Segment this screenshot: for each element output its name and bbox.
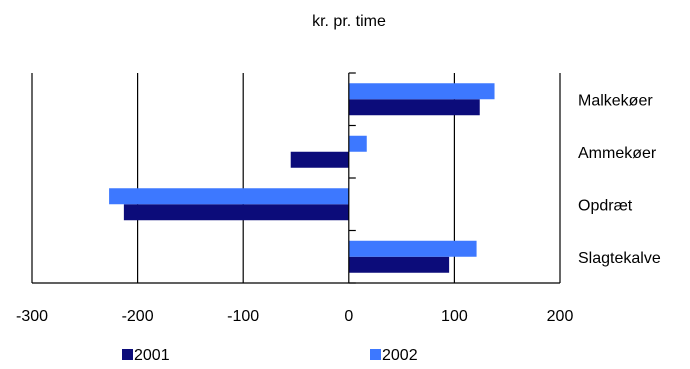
x-tick-label: -100: [227, 308, 259, 325]
bar-2001-1: [290, 151, 349, 168]
x-tick-label: 100: [441, 308, 468, 325]
bar-2002-0: [348, 83, 495, 100]
x-tick-label: -200: [122, 308, 154, 325]
x-tick-label: -300: [16, 308, 48, 325]
chart-title: kr. pr. time: [312, 13, 386, 30]
bar-2001-2: [123, 204, 349, 221]
legend-label: 2002: [382, 347, 418, 364]
legend-swatch-2002: [370, 349, 381, 360]
bar-2001-3: [348, 256, 450, 273]
category-label: Malkekøer: [578, 92, 653, 109]
x-tick-label: 0: [344, 308, 353, 325]
bar-2001-0: [348, 99, 480, 116]
category-label: Ammekøer: [578, 145, 657, 162]
category-label: Slagtekalve: [578, 250, 661, 267]
bar-2002-2: [109, 188, 349, 205]
legend-label: 2001: [134, 347, 170, 364]
category-label: Opdræt: [578, 197, 633, 214]
x-tick-label: 200: [547, 308, 574, 325]
grid: [31, 73, 561, 283]
bars: [109, 83, 495, 273]
tick-labels: -300 -200 -100 0 100 200: [16, 308, 573, 325]
legend-swatch-2001: [122, 349, 133, 360]
axes: [32, 72, 560, 284]
category-labels: Malkekøer Ammekøer Opdræt Slagtekalve: [578, 92, 661, 267]
bar-2002-1: [348, 135, 367, 152]
bar-2002-3: [348, 240, 477, 257]
legend: 2001 2002: [122, 347, 418, 364]
